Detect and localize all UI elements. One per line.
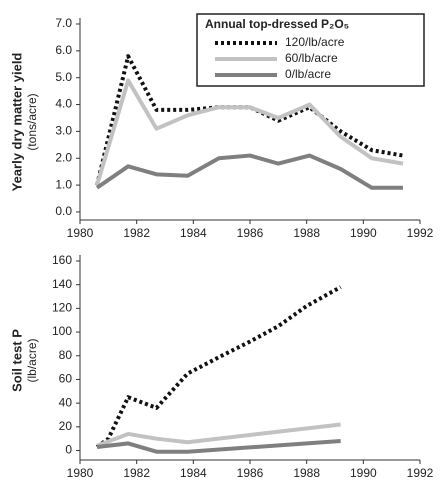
y-tick-label: 80	[59, 348, 73, 362]
data-line	[95, 153, 403, 190]
x-tick-label: 1980	[67, 226, 94, 240]
y-tick-label: 20	[59, 419, 73, 433]
y-tick-label: 160	[52, 253, 72, 267]
y-tick-label: 100	[52, 324, 72, 338]
y-tick-label: 6.0	[55, 43, 72, 57]
x-tick-label: 1988	[293, 226, 320, 240]
legend-title: Annual top-dressed P₂O₅	[205, 17, 349, 31]
legend-label: 60/lb/acre	[285, 51, 338, 65]
data-line	[95, 78, 404, 186]
y-tick-label: 1.0	[55, 177, 72, 191]
x-tick-label: 1988	[293, 466, 320, 480]
x-tick-label: 1986	[237, 466, 264, 480]
x-tick-label: 1980	[67, 466, 94, 480]
y-tick-label: 2.0	[55, 150, 72, 164]
data-line	[96, 439, 341, 454]
y-tick-label: 140	[52, 277, 72, 291]
y-tick-label: 0.0	[55, 204, 72, 218]
y-axis-unit: (lb/acre)	[25, 338, 39, 382]
y-axis-label: Soil test P	[9, 329, 24, 392]
data-line	[95, 54, 404, 186]
y-tick-label: 3.0	[55, 124, 72, 138]
x-tick-label: 1986	[237, 226, 264, 240]
x-tick-label: 1992	[407, 226, 434, 240]
y-tick-label: 60	[59, 372, 73, 386]
y-tick-label: 120	[52, 301, 72, 315]
y-tick-label: 0	[65, 443, 72, 457]
x-tick-label: 1984	[180, 226, 207, 240]
x-tick-label: 1992	[407, 466, 434, 480]
data-line	[95, 285, 342, 449]
y-tick-label: 5.0	[55, 70, 72, 84]
x-tick-label: 1984	[180, 466, 207, 480]
x-tick-label: 1982	[123, 466, 150, 480]
y-axis-unit: (tons/acre)	[25, 93, 39, 150]
y-axis-label: Yearly dry matter yield	[9, 53, 24, 192]
x-tick-label: 1990	[350, 466, 377, 480]
y-tick-label: 4.0	[55, 97, 72, 111]
legend-label: 0/lb/acre	[285, 67, 331, 81]
y-tick-label: 40	[59, 395, 73, 409]
data-line	[96, 422, 341, 448]
x-tick-label: 1990	[350, 226, 377, 240]
y-tick-label: 7.0	[55, 16, 72, 30]
x-tick-label: 1982	[123, 226, 150, 240]
legend-label: 120/lb/acre	[285, 35, 345, 49]
